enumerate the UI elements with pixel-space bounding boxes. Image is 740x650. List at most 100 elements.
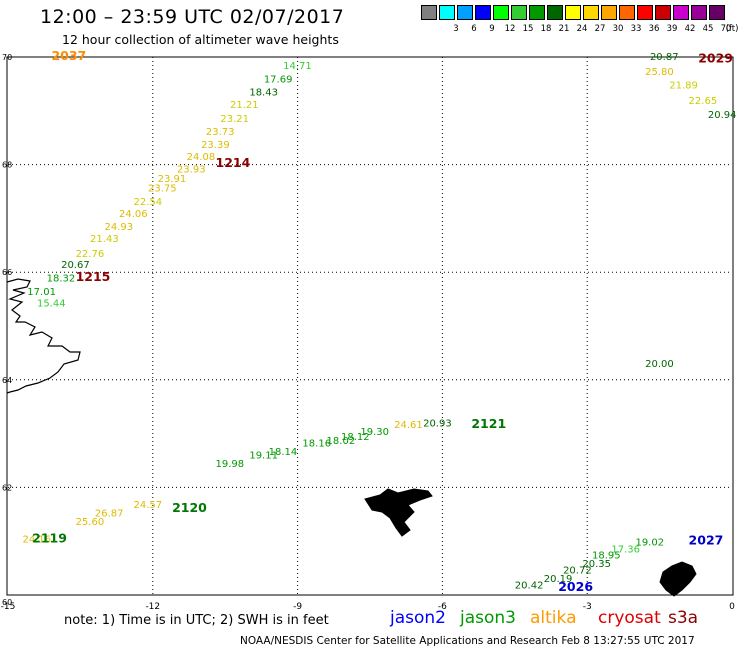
wave-height-value: 20.42 — [515, 581, 544, 592]
color-scale-label: 9 — [489, 24, 495, 34]
wave-height-value: 24.08 — [187, 152, 216, 163]
color-swatch — [673, 5, 689, 20]
color-swatch — [511, 5, 527, 20]
wave-height-value: 25.80 — [645, 67, 674, 78]
track-labels: 2037 1214 1215 2029 2121 2120 2119 2027 2026 — [32, 48, 733, 594]
wave-height-value: 23.91 — [158, 174, 187, 185]
color-scale-label: 36 — [648, 24, 660, 34]
wave-height-value: 17.69 — [264, 74, 293, 85]
wave-height-value: 22.76 — [76, 249, 105, 260]
wave-height-value: 24.06 — [119, 209, 148, 220]
map-gridlines — [8, 57, 732, 595]
wave-height-value: 18.02 — [327, 436, 356, 447]
wave-height-value: 20.93 — [423, 419, 452, 430]
wave-height-value: 23.21 — [220, 114, 249, 125]
wave-height-value: 17.01 — [27, 287, 56, 298]
color-scale-unit: (ft) — [725, 24, 739, 34]
lat-tick-label: 64 — [2, 376, 12, 385]
color-swatch — [601, 5, 617, 20]
legend-jason2: jason2 — [390, 608, 446, 628]
color-scale-label: 3 — [453, 24, 459, 34]
wave-height-value: 26.87 — [95, 508, 124, 519]
credit-line: NOAA/NESDIS Center for Satellite Applica… — [240, 635, 695, 647]
wave-height-value: 18.12 — [341, 432, 370, 443]
track-number: 2037 — [51, 48, 86, 63]
lon-tick-label: 0 — [729, 602, 735, 612]
legend-jason3: jason3 — [460, 608, 516, 628]
wave-height-value: 20.72 — [563, 565, 592, 576]
wave-height-value: 18.95 — [592, 550, 621, 561]
wave-height-value: 20.00 — [645, 359, 674, 370]
color-swatch — [691, 5, 707, 20]
wave-height-value: 20.94 — [708, 110, 737, 121]
color-scale-label: 15 — [522, 24, 534, 34]
coastlines — [6, 278, 697, 597]
color-scale-label: 42 — [684, 24, 696, 34]
wave-height-value: 15.44 — [37, 299, 66, 310]
color-swatch — [619, 5, 635, 20]
track-number: 2026 — [558, 579, 593, 594]
legend-s3a: s3a — [668, 608, 699, 628]
faroe-islands — [364, 488, 433, 537]
wave-height-value: 18.14 — [269, 447, 298, 458]
color-swatch — [547, 5, 563, 20]
color-swatch — [439, 5, 455, 20]
color-swatch — [529, 5, 545, 20]
color-scale-label: 30 — [612, 24, 624, 34]
units-note: note: 1) Time is in UTC; 2) SWH is in fe… — [64, 613, 329, 628]
lat-tick-label: 66 — [2, 268, 12, 277]
wave-height-value: 23.93 — [177, 165, 206, 176]
wave-height-value: 19.11 — [249, 450, 278, 461]
track-number: 2119 — [32, 530, 67, 545]
wave-height-value: 19.02 — [635, 538, 664, 549]
wave-height-value: 22.65 — [689, 96, 718, 107]
color-swatch — [493, 5, 509, 20]
wave-height-value: 18.32 — [47, 273, 76, 284]
wave-height-value: 22.54 — [133, 197, 162, 208]
color-scale-label: 33 — [630, 24, 642, 34]
track-number: 2121 — [471, 416, 506, 431]
color-swatch — [709, 5, 725, 20]
track-number: 2120 — [172, 500, 207, 515]
track-number: 1214 — [216, 155, 251, 170]
wave-height-value: 25.60 — [76, 517, 105, 528]
lon-tick-label: -9 — [293, 602, 302, 612]
lat-tick-label: 68 — [2, 161, 12, 170]
wave-height-value: 24.93 — [105, 222, 134, 233]
wave-height-value: 17.36 — [611, 544, 640, 555]
wave-height-value: 18.43 — [249, 88, 278, 99]
wave-height-value: 20.87 — [650, 52, 679, 63]
color-scale-label: 45 — [702, 24, 714, 34]
legend-altika: altika — [530, 608, 577, 628]
lon-tick-label: -15 — [1, 602, 16, 612]
wave-height-value: 20.35 — [582, 559, 611, 570]
map-tick-labels: -15 -12 -9 -6 -3 0 70 68 66 64 62 60 — [1, 53, 735, 612]
page-title: 12:00 – 23:59 UTC 02/07/2017 — [40, 6, 345, 28]
wave-height-value: 21.43 — [90, 234, 119, 245]
wave-height-value: 21.21 — [230, 100, 259, 111]
wave-height-value: 21.89 — [669, 81, 698, 92]
wave-height-value: 18.16 — [302, 439, 331, 450]
lon-tick-label: -6 — [438, 602, 447, 612]
color-swatch — [655, 5, 671, 20]
lat-tick-label: 70 — [2, 53, 12, 62]
wave-height-value: 24.16 — [22, 534, 51, 545]
track-number: 2029 — [698, 50, 733, 65]
color-scale-label: 12 — [504, 24, 516, 34]
color-scale-label: 18 — [540, 24, 552, 34]
lat-tick-label: 60 — [2, 598, 12, 607]
wave-height-value: 14.71 — [283, 61, 312, 72]
page-subtitle: 12 hour collection of altimeter wave hei… — [62, 32, 339, 47]
map-frame — [6, 56, 734, 596]
color-swatch — [565, 5, 581, 20]
wave-height-value: 19.98 — [216, 459, 245, 470]
lat-tick-label: 62 — [2, 483, 12, 492]
wave-height-value: 20.19 — [544, 574, 573, 585]
color-scale-label: 39 — [666, 24, 678, 34]
lon-tick-label: -12 — [145, 602, 160, 612]
shetland-islands — [659, 561, 697, 597]
track-number: 1215 — [76, 269, 111, 284]
wave-height-value: 20.67 — [61, 260, 90, 271]
wave-height-value: 23.73 — [206, 127, 235, 138]
